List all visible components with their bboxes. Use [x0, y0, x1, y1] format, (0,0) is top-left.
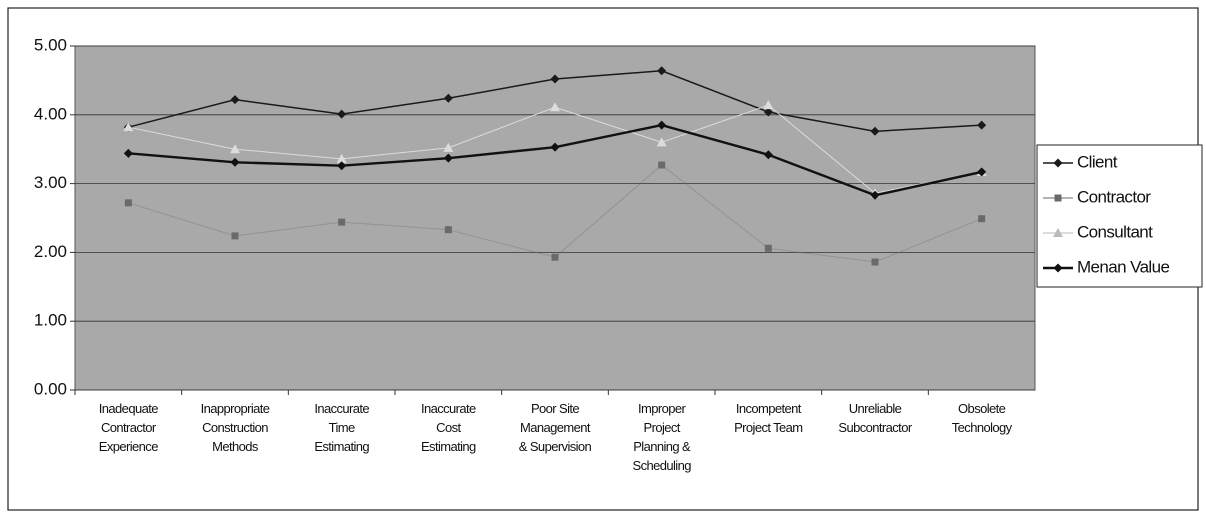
x-tick-label: Poor Site Management & Supervision [519, 401, 592, 454]
y-tick-label: 1.00 [34, 311, 67, 330]
marker [230, 157, 240, 167]
marker [763, 100, 774, 110]
y-tick-label: 5.00 [34, 35, 67, 54]
marker [657, 66, 667, 76]
marker [977, 167, 987, 177]
marker [443, 153, 453, 163]
legend-label: Contractor [1077, 187, 1151, 206]
x-tick-label: Improper Project Planning & Scheduling [633, 401, 692, 473]
marker [230, 95, 240, 105]
x-tick-label: Inaccurate Cost Estimating [421, 401, 476, 454]
marker [231, 232, 239, 240]
legend-marker [1053, 158, 1063, 168]
x-tick-label: Incompetent Project Team [734, 401, 802, 435]
marker [870, 126, 880, 136]
marker [551, 253, 559, 261]
marker [763, 150, 773, 160]
marker [338, 218, 346, 226]
marker [763, 107, 773, 117]
x-tick-label: Inaccurate Time Estimating [314, 401, 369, 454]
marker [656, 137, 667, 147]
marker [337, 109, 347, 119]
marker [444, 226, 452, 234]
x-tick-label: Obsolete Technology [952, 401, 1013, 435]
marker [550, 142, 560, 152]
marker [978, 215, 986, 223]
legend-box [1036, 144, 1203, 288]
y-tick-label: 3.00 [34, 173, 67, 192]
marker [124, 199, 132, 207]
marker [123, 148, 133, 158]
marker [977, 120, 987, 130]
legend-label: Menan Value [1077, 257, 1169, 276]
legend-label: Consultant [1077, 222, 1153, 241]
x-tick-label: Inappropriate Construction Methods [201, 401, 270, 454]
x-tick-label: Unreliable Subcontractor [838, 401, 912, 435]
y-tick-label: 2.00 [34, 242, 67, 261]
marker [230, 144, 240, 154]
marker [870, 190, 880, 200]
legend-marker [1053, 228, 1063, 237]
marker [550, 102, 560, 112]
x-tick-label: Inadequate Contractor Experience [99, 401, 158, 454]
marker [871, 258, 879, 266]
marker [123, 122, 134, 132]
marker [764, 244, 772, 252]
plot-area [74, 45, 1036, 391]
marker [657, 120, 667, 130]
y-tick-label: 4.00 [34, 104, 67, 123]
y-tick-label: 0.00 [34, 379, 67, 398]
marker [443, 142, 454, 152]
marker [658, 161, 666, 169]
legend-marker [1054, 194, 1062, 202]
marker [550, 74, 560, 84]
legend-label: Client [1077, 152, 1118, 171]
marker [336, 153, 347, 163]
marker [443, 93, 453, 103]
legend-marker [1053, 263, 1063, 273]
marker [337, 161, 347, 171]
